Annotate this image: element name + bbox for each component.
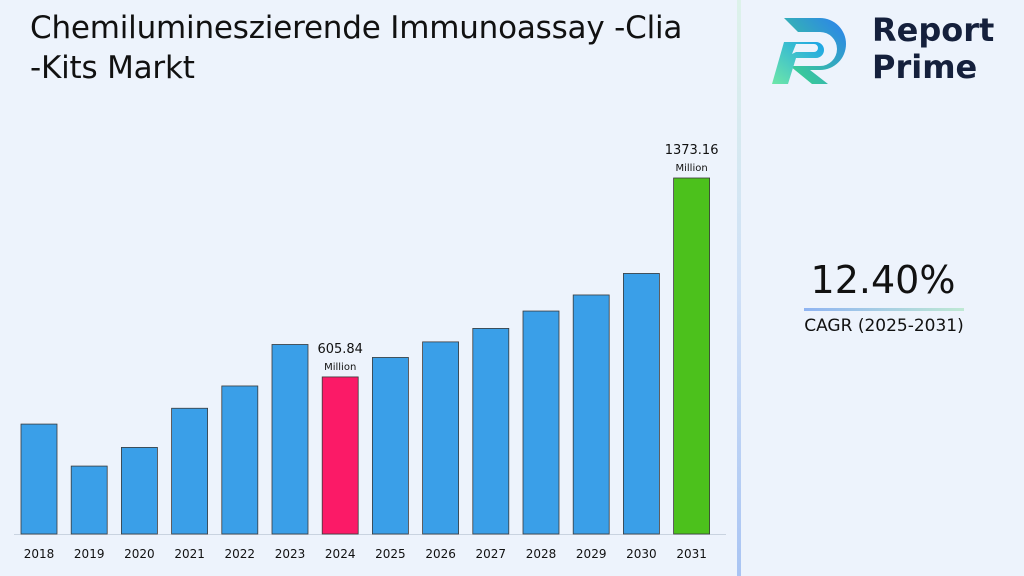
cagr-value: 12.40% [810, 258, 956, 302]
data-label-2031: 1373.16 [665, 143, 719, 158]
chart-title-line-1: Chemilumineszierende Immunoassay -Clia [30, 10, 683, 46]
x-tick-label-2030: 2030 [626, 547, 657, 561]
x-tick-label-2020: 2020 [124, 547, 155, 561]
bar-2026 [422, 341, 460, 535]
bar-2024 [321, 376, 359, 535]
brand-name-line-1: Report [872, 11, 995, 49]
cagr-underline [804, 308, 964, 311]
panel-divider [737, 0, 741, 576]
x-tick-label-2025: 2025 [375, 547, 406, 561]
bar-2023 [271, 344, 309, 535]
bar-2025 [371, 357, 409, 535]
bar-2020 [121, 447, 158, 535]
bar-2022 [221, 385, 259, 535]
report-prime-logo-icon [772, 18, 846, 84]
x-tick-label-2022: 2022 [225, 547, 256, 561]
x-tick-label-2031: 2031 [676, 547, 707, 561]
bar-2018 [20, 423, 58, 535]
x-tick-label-2028: 2028 [526, 547, 557, 561]
x-tick-label-2029: 2029 [576, 547, 607, 561]
brand-name-line-2: Prime [872, 48, 978, 86]
data-label-unit-2024: Million [324, 362, 356, 373]
bar-2030 [623, 273, 660, 535]
bar-2028 [522, 310, 560, 535]
x-tick-label-2023: 2023 [275, 547, 306, 561]
bar-2021 [171, 407, 209, 535]
cagr-label: CAGR (2025-2031) [804, 316, 964, 336]
chart-title: Chemilumineszierende Immunoassay -Clia -… [30, 8, 740, 88]
bar-2027 [472, 328, 510, 535]
bar-chart: 2018 2019 2020 2021 2022 2023 2024 2025 2026 2027… [14, 143, 726, 561]
x-tick-label-2019: 2019 [74, 547, 105, 561]
bar-2029 [572, 294, 610, 535]
data-label-2024: 605.84 [317, 342, 363, 357]
x-tick-label-2027: 2027 [476, 547, 507, 561]
brand-name: Report Prime [872, 12, 994, 86]
x-tick-label-2024: 2024 [325, 547, 356, 561]
bar-2031 [673, 177, 710, 535]
data-label-unit-2031: Million [675, 163, 707, 174]
x-tick-label-2018: 2018 [24, 547, 55, 561]
x-tick-label-2021: 2021 [174, 547, 205, 561]
x-tick-label-2026: 2026 [425, 547, 456, 561]
bar-2019 [70, 465, 108, 535]
chart-title-line-2: -Kits Markt [30, 50, 195, 86]
